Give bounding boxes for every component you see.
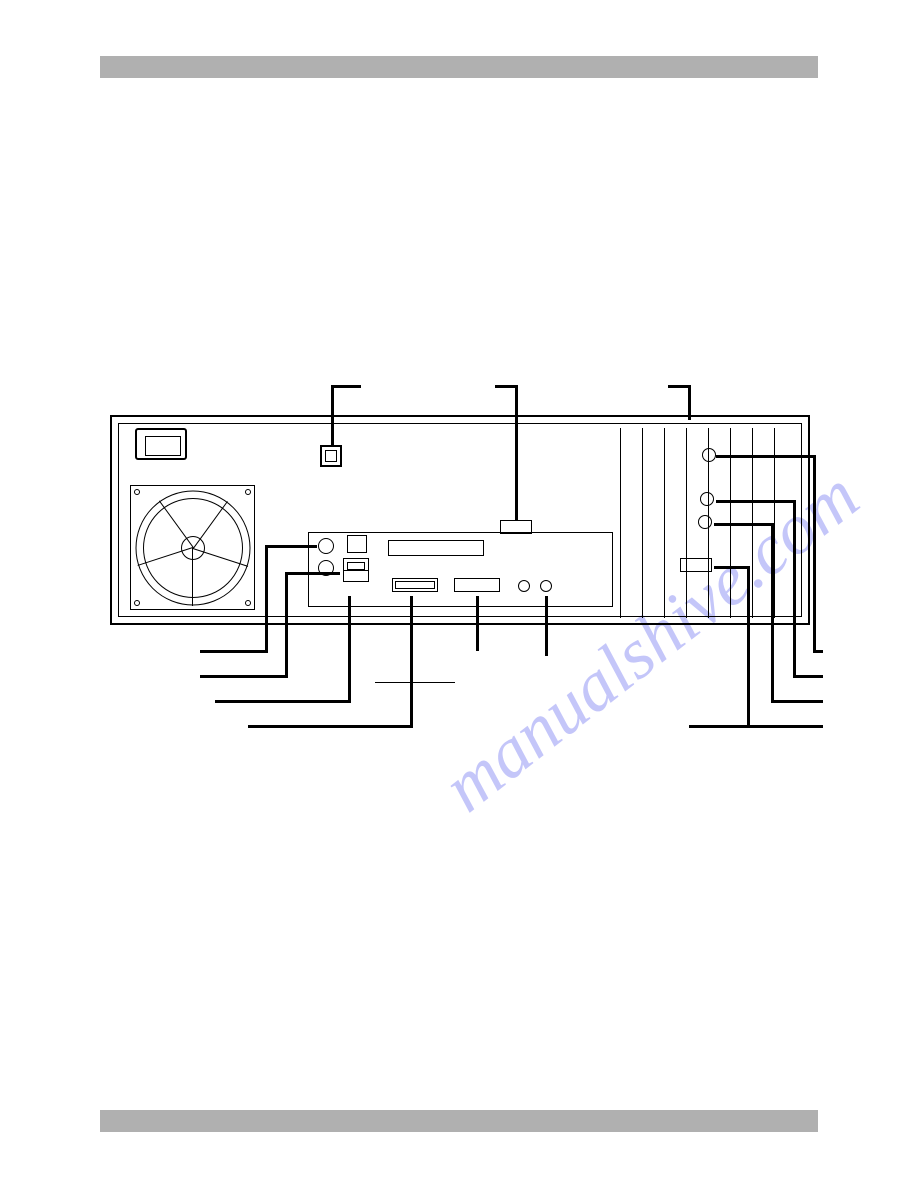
callout-line: [793, 500, 796, 675]
callout-line: [813, 650, 823, 653]
callout-line: [716, 455, 816, 458]
callout-line: [248, 725, 413, 728]
serial-port-1: [392, 578, 438, 592]
power-inlet: [135, 428, 187, 460]
callout-line: [716, 500, 796, 503]
callout-line: [714, 566, 750, 569]
card-jack-1: [702, 448, 716, 462]
screw-icon: [134, 489, 140, 495]
fan-housing: [130, 485, 255, 610]
callout-line: [545, 596, 548, 656]
power-switch: [320, 445, 342, 467]
power-inlet-socket: [145, 436, 181, 456]
slot-divider: [664, 428, 665, 618]
callout-line: [747, 566, 750, 725]
vga-port-right: [680, 558, 712, 572]
callout-line: [771, 523, 774, 700]
callout-line: [689, 725, 823, 728]
callout-line: [200, 675, 288, 678]
callout-line: [285, 572, 288, 675]
screw-icon: [245, 600, 251, 606]
fan-blade: [192, 548, 194, 606]
usb-ports: [343, 558, 369, 582]
callout-line: [515, 385, 518, 520]
ps2-port-top: [318, 538, 334, 554]
vga-port-left: [500, 520, 532, 534]
slot-divider: [642, 428, 643, 618]
serial-port-2: [454, 578, 500, 592]
callout-line: [265, 545, 268, 650]
callout-line: [285, 572, 340, 575]
ethernet-port: [347, 535, 367, 553]
callout-line: [200, 650, 268, 653]
callout-line: [668, 385, 690, 388]
callout-line: [495, 385, 517, 388]
screw-icon: [245, 489, 251, 495]
screw-icon: [134, 600, 140, 606]
callout-line: [265, 545, 317, 548]
audio-jack-1: [518, 580, 530, 592]
slot-divider: [686, 428, 687, 618]
callout-line: [331, 385, 361, 388]
callout-line: [215, 700, 351, 703]
parallel-port: [388, 540, 484, 556]
footer-bar: [100, 1110, 818, 1132]
callout-line: [375, 682, 455, 683]
card-jack-2: [700, 492, 714, 506]
header-bar: [100, 56, 818, 78]
callout-line: [331, 385, 334, 445]
card-jack-3: [698, 515, 712, 529]
callout-line: [714, 523, 774, 526]
callout-line: [410, 596, 413, 725]
rear-panel-diagram: [100, 380, 818, 780]
callout-line: [688, 385, 691, 420]
callout-line: [813, 455, 816, 650]
slot-divider: [620, 428, 621, 618]
audio-jack-2: [540, 580, 552, 592]
callout-line: [348, 596, 351, 700]
callout-line: [793, 675, 823, 678]
callout-line: [771, 700, 823, 703]
callout-line: [476, 596, 479, 651]
